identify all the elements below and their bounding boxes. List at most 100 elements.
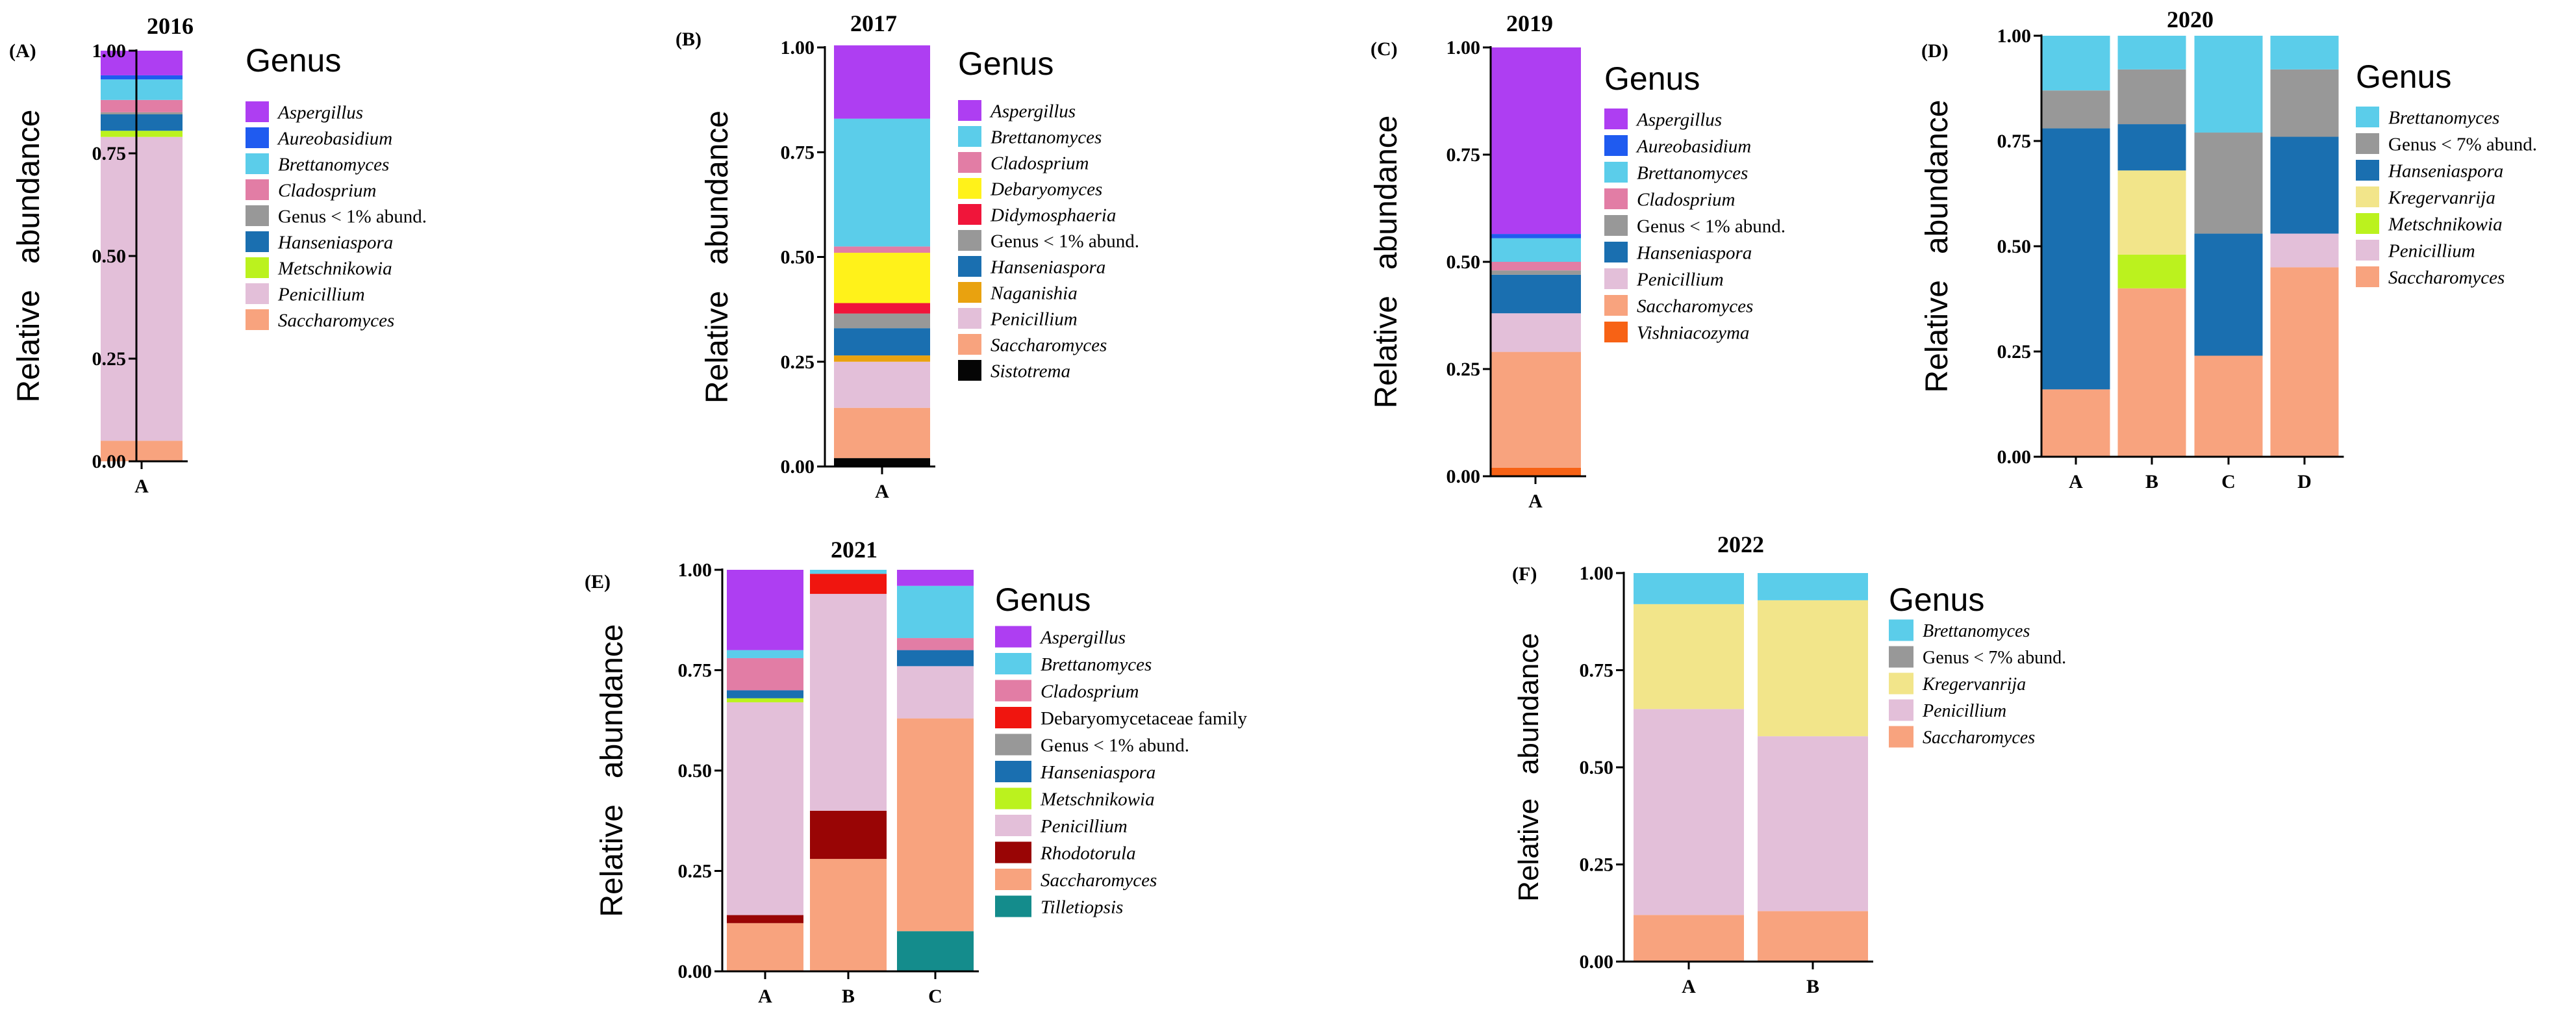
panel-b-legend-label-sistotrema: Sistotrema: [991, 361, 1070, 381]
panel-d-label: (D): [1921, 40, 1949, 62]
panel-a-bar-a-hanseniaspora: [101, 114, 183, 131]
panel-e-bar-a-rhodotorula: [727, 915, 803, 923]
panel-e-bar-a-penicillium: [727, 702, 803, 915]
panel-c-bar-a-cladosprium: [1490, 262, 1581, 271]
panel-f-legend-swatch-kregervanrija: [1889, 672, 1913, 695]
panel-f-bar-b-brettanomyces: [1758, 573, 1868, 600]
panel-e-ytick-label: 1.00: [678, 559, 713, 581]
panel-e-bar-b-saccharomyces: [810, 858, 887, 971]
panel-b-legend-swatch-genus-1-abund: [958, 230, 981, 251]
panel-d-bar-d-genus-7-abund: [2270, 69, 2339, 137]
panel-b-bar-a-brettanomyces: [834, 118, 930, 247]
panel-c-legend-label-saccharomyces: Saccharomyces: [1637, 296, 1753, 316]
panel-d-ytick-label: 0.25: [1997, 341, 2032, 363]
panel-c-ytick-label: 0.75: [1446, 144, 1481, 166]
panel-f-legend: Genus Brettanomyces Genus < 7% abund. Krege…: [1889, 581, 2066, 748]
panel-a-legend-label-aureobasidium: Aureobasidium: [277, 128, 392, 149]
panel-c-ylabel: Relative abundance: [1369, 116, 1404, 409]
panel-a-bar-a-brettanomyces: [101, 79, 183, 100]
panel-d-legend-label-brettanomyces: Brettanomyces: [2388, 107, 2499, 128]
panel-c-bar-a-aureobasidium: [1490, 234, 1581, 238]
panel-e-legend-label-debaryomycetaceae-family: Debaryomycetaceae family: [1041, 708, 1248, 729]
panel-d-bar-d-hanseniaspora: [2270, 136, 2339, 234]
panel-c-legend-label-hanseniaspora: Hanseniaspora: [1636, 242, 1752, 263]
panel-d-legend-swatch-hanseniaspora: [2356, 160, 2379, 181]
panel-e-bar-a-metschnikowia: [727, 698, 803, 702]
panel-d-bar-c-brettanomyces: [2194, 36, 2263, 133]
panel-c-legend-label-brettanomyces: Brettanomyces: [1637, 162, 1748, 183]
panel-f-bar-b-saccharomyces: [1758, 911, 1868, 962]
panel-e-bar-a-hanseniaspora: [727, 690, 803, 698]
panel-a-legend-swatch-metschnikowia: [246, 257, 269, 278]
panel-d-legend-swatch-saccharomyces: [2356, 266, 2379, 287]
panel-b-legend-swatch-hanseniaspora: [958, 256, 981, 277]
panel-d-legend-swatch-genus-7-abund: [2356, 133, 2379, 154]
panel-b-bar-a-genus-1-abund: [834, 313, 930, 329]
panel-b-bar-a-saccharomyces: [834, 407, 930, 459]
panel-b-ytick-label: 0.00: [781, 456, 815, 478]
panel-b-bar-a-sistotrema: [834, 458, 930, 466]
panel-b-legend-label-genus-1-abund: Genus < 1% abund.: [991, 231, 1139, 251]
panel-e-legend-swatch-cladosprium: [995, 680, 1031, 702]
panel-a-ytick-label: 1.00: [92, 40, 127, 62]
panel-c-legend-swatch-genus-1-abund: [1604, 215, 1628, 236]
panel-e-legend-label-saccharomyces: Saccharomyces: [1041, 870, 1157, 891]
panel-f-bar-b-kregervanrija: [1758, 600, 1868, 737]
panel-b-legend-label-didymosphaeria: Didymosphaeria: [990, 205, 1116, 225]
panel-c-legend-label-aspergillus: Aspergillus: [1635, 109, 1722, 130]
panel-e-bar-b-rhodotorula: [810, 810, 887, 859]
panel-c-ytick-label: 1.00: [1446, 37, 1481, 58]
panel-d-bar-d-penicillium: [2270, 233, 2339, 268]
panel-a-ytick-label: 0.75: [92, 143, 127, 164]
panel-b-bar-a-hanseniaspora: [834, 328, 930, 356]
panel-c-bar-a-hanseniaspora: [1490, 274, 1581, 314]
panel-b-legend-swatch-debaryomyces: [958, 178, 981, 199]
panel-e-bar-b-debaryomycetaceae-family: [810, 574, 887, 594]
panel-e-legend-label-aspergillus: Aspergillus: [1039, 627, 1126, 648]
panel-d-xtick-label-a: A: [2069, 471, 2083, 492]
panel-e-ytick-label: 0.00: [678, 961, 713, 982]
panel-f-ylabel: Relative abundance: [1513, 633, 1545, 901]
panel-e-bar-c-aspergillus: [897, 570, 974, 586]
panel-e-xtick-label-c: C: [928, 986, 942, 1007]
panel-d-bar-b-brettanomyces: [2117, 36, 2186, 70]
panel-d-legend-swatch-metschnikowia: [2356, 213, 2379, 234]
panel-b-ylabel: Relative abundance: [700, 110, 735, 403]
panel-d-bar-d-saccharomyces: [2270, 267, 2339, 457]
panel-e-legend: Genus Aspergillus Brettanomyces Cladosprium…: [995, 581, 1248, 917]
panel-a-title: 2016: [147, 13, 194, 39]
panel-f-xtick-label-b: B: [1806, 976, 1819, 997]
panel-f-bar-a-penicillium: [1634, 709, 1744, 915]
panel-c-legend: Genus Aspergillus Aureobasidium Brettanomyc…: [1604, 60, 1786, 343]
panel-c-bar-a-saccharomyces: [1490, 351, 1581, 468]
panel-b-legend-swatch-brettanomyces: [958, 126, 981, 147]
panel-c-legend-label-genus-1-abund: Genus < 1% abund.: [1637, 216, 1786, 236]
panel-e-legend-swatch-aspergillus: [995, 626, 1031, 648]
panel-a-bar-a-cladosprium: [101, 99, 183, 112]
panel-e-ylabel: Relative abundance: [595, 624, 629, 917]
panel-f: (F) 2022 Relative abundance A B 0.00 0.25 0.50 0…: [1512, 531, 2066, 997]
panel-c-legend-label-cladosprium: Cladosprium: [1637, 189, 1735, 210]
panel-e-legend-title: Genus: [995, 581, 1091, 618]
panel-f-ytick-label: 1.00: [1580, 563, 1614, 584]
panel-e-legend-swatch-tilletiopsis: [995, 895, 1031, 917]
panel-d-ylabel: Relative abundance: [1920, 100, 1954, 393]
panel-d-xtick-label-c: C: [2221, 471, 2236, 492]
panel-a-bar-a-aureobasidium: [101, 75, 183, 80]
panel-c-legend-swatch-brettanomyces: [1604, 162, 1628, 183]
panel-d-legend-title: Genus: [2356, 58, 2451, 95]
panel-a-bar-a-penicillium: [101, 136, 183, 441]
panel-d-legend-label-genus-7-abund: Genus < 7% abund.: [2388, 134, 2537, 155]
panel-c-title: 2019: [1506, 10, 1553, 36]
panel-f-ytick-label: 0.75: [1580, 660, 1614, 682]
panel-c-ytick-label: 0.25: [1446, 359, 1481, 380]
panel-a-legend-swatch-hanseniaspora: [246, 231, 269, 252]
panel-d-bar-b-hanseniaspora: [2117, 124, 2186, 171]
panel-b-ytick-label: 1.00: [781, 37, 815, 58]
panel-c-legend-label-vishniacozyma: Vishniacozyma: [1637, 322, 1749, 343]
panel-e-legend-swatch-brettanomyces: [995, 653, 1031, 674]
panel-e-title: 2021: [831, 537, 878, 563]
panel-e-bar-c-hanseniaspora: [897, 650, 974, 667]
